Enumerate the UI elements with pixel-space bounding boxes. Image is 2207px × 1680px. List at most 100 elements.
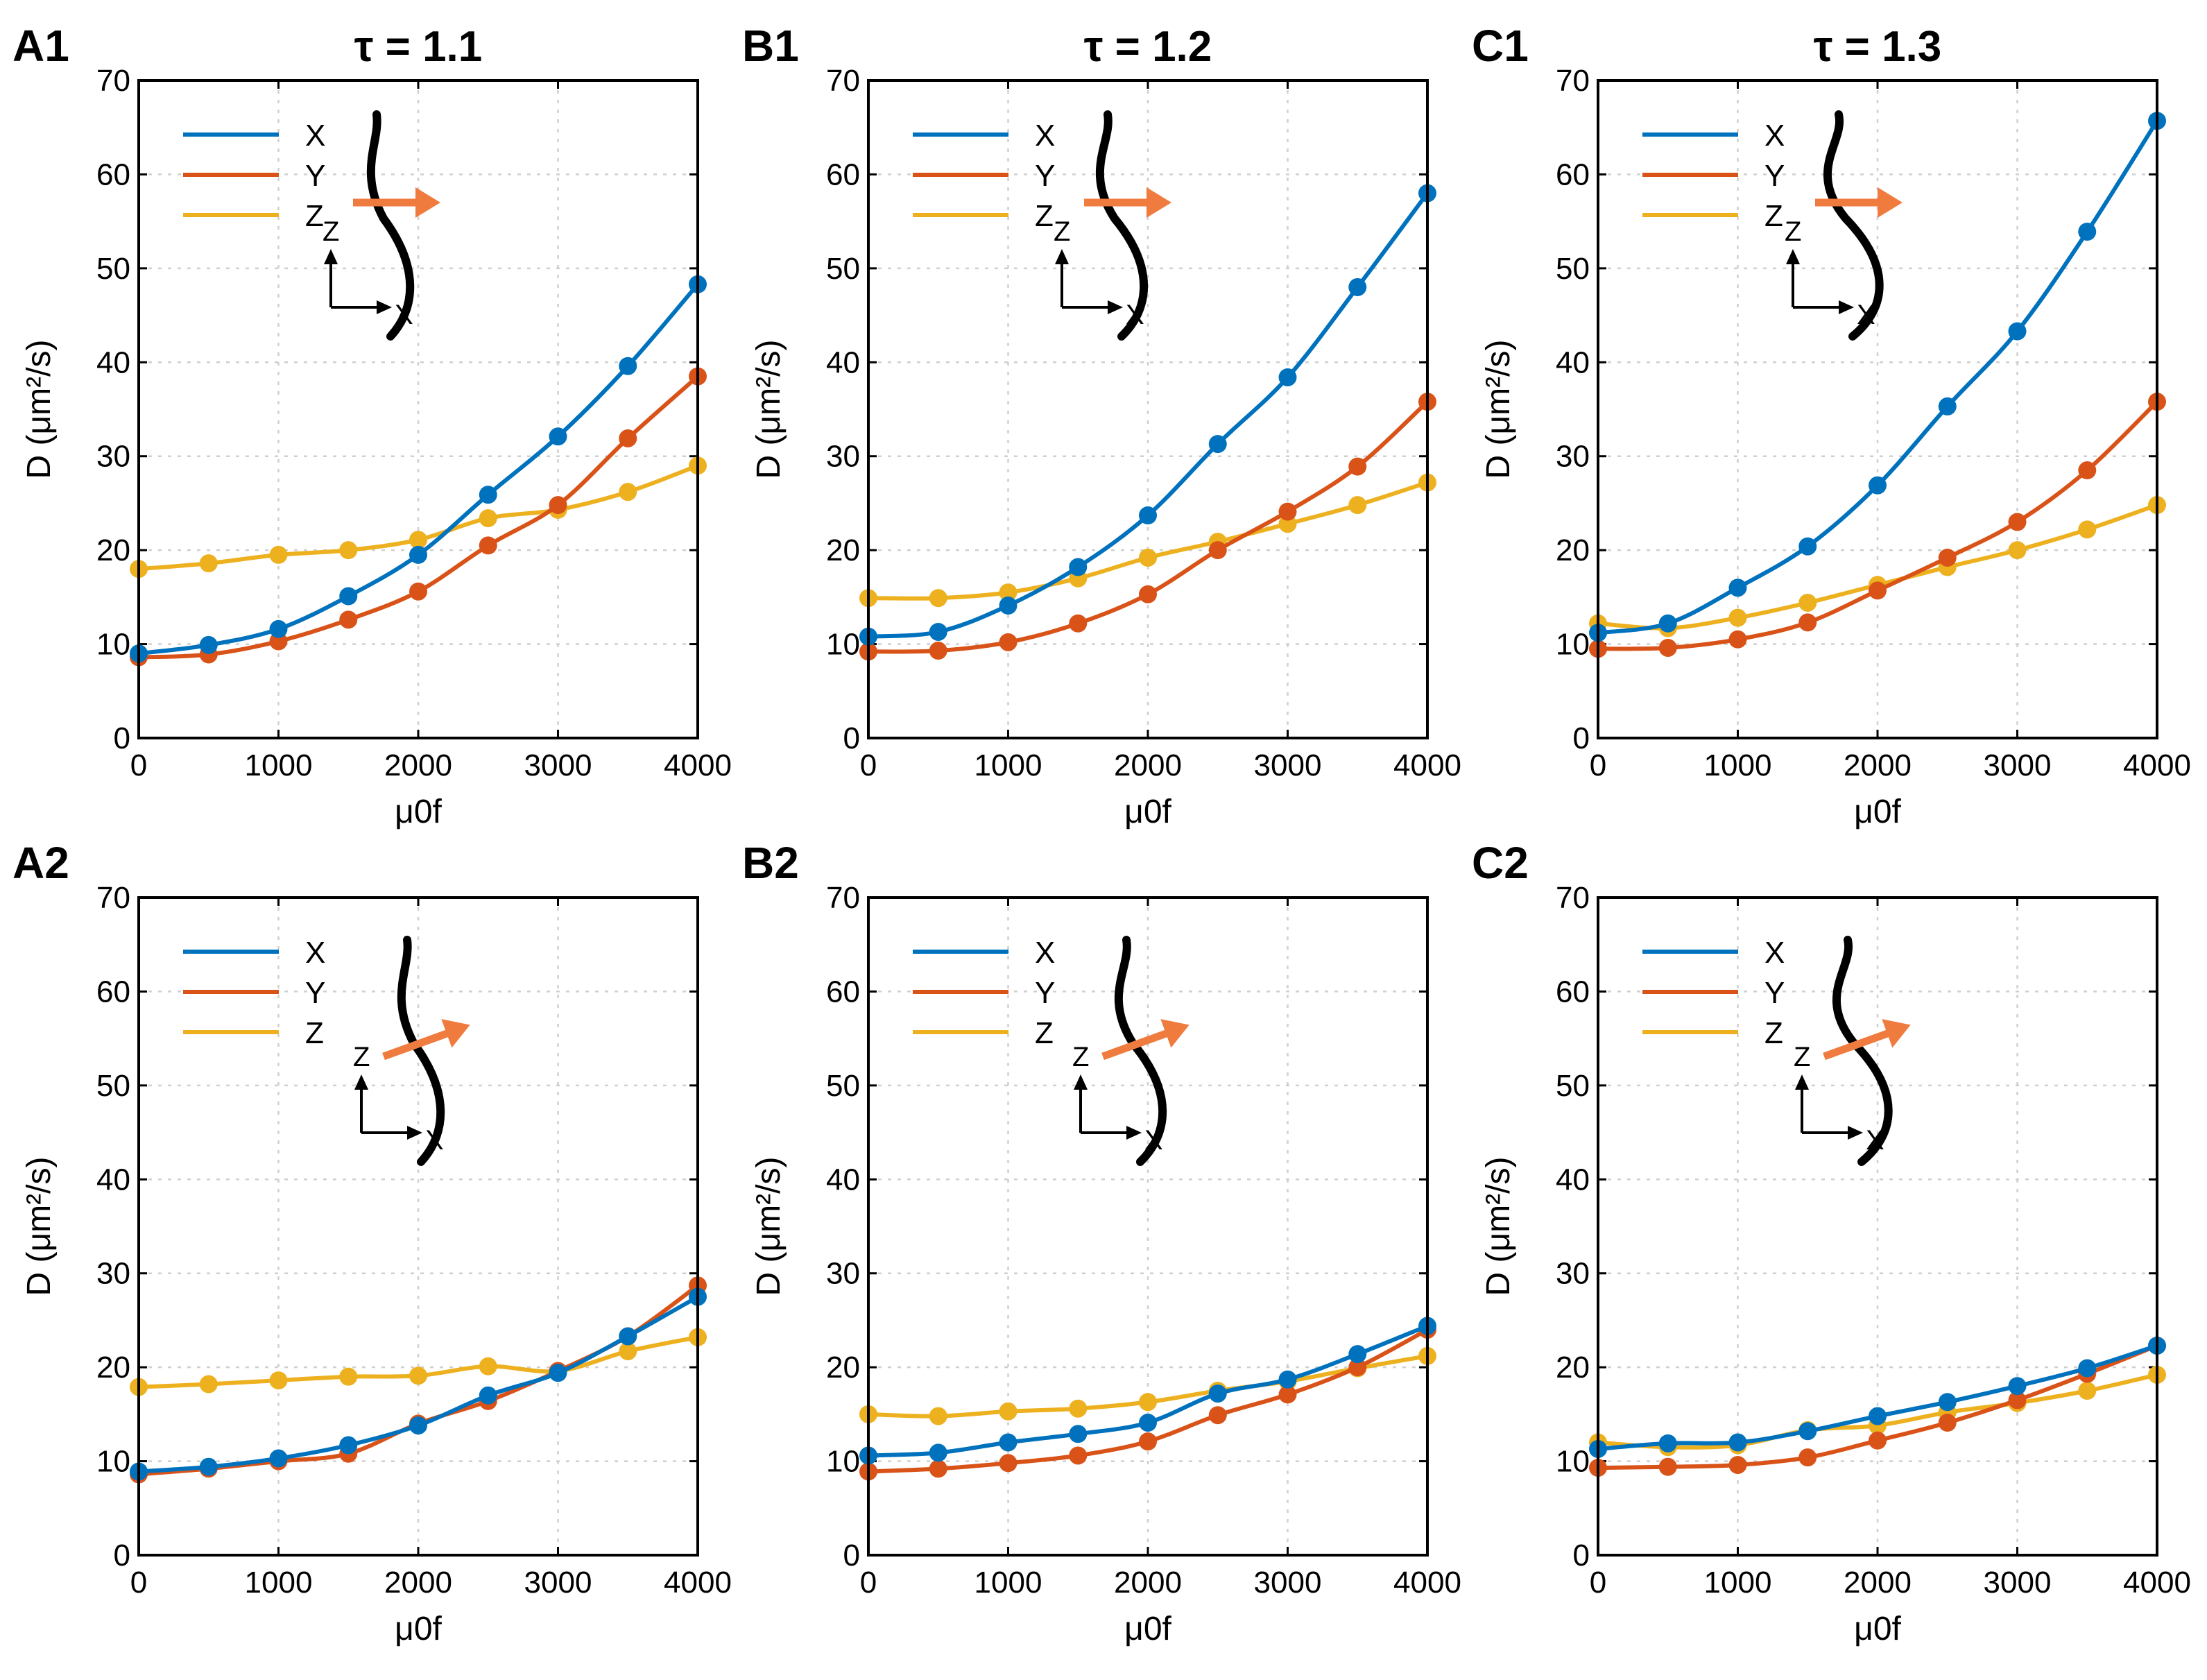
series-line-x bbox=[1597, 119, 2159, 635]
data-point-y bbox=[1348, 457, 1367, 476]
data-point-y bbox=[549, 496, 567, 515]
x-tick-label: 3000 bbox=[1984, 748, 2052, 782]
data-point-z bbox=[619, 483, 637, 502]
legend-label-y: Y bbox=[1764, 159, 1785, 193]
data-point-y bbox=[1938, 1414, 1957, 1432]
x-tick-label: 2000 bbox=[1114, 1566, 1182, 1600]
data-point-x bbox=[549, 427, 567, 446]
x-tick-label: 3000 bbox=[524, 1566, 592, 1600]
y-tick-label: 0 bbox=[114, 1538, 130, 1572]
x-tick-label: 2000 bbox=[1844, 1566, 1912, 1600]
grid bbox=[137, 79, 699, 739]
x-axis-label: μ0f bbox=[395, 1611, 442, 1647]
coord-arrowhead-right bbox=[407, 1126, 422, 1140]
coord-label-up: Z bbox=[1054, 216, 1070, 247]
data-point-x bbox=[409, 545, 427, 564]
data-point-y bbox=[1278, 1385, 1297, 1404]
x-tick-label: 4000 bbox=[664, 748, 732, 782]
data-point-x bbox=[1938, 1393, 1957, 1412]
data-point-x bbox=[269, 1449, 288, 1468]
data-point-x bbox=[339, 1436, 358, 1455]
coord-arrowhead-up bbox=[324, 249, 338, 264]
chart-panel-c2: 0 1000 2000 3000 4000 0 10 20 30 40 50 60 70 μ0f D (μm… bbox=[1472, 838, 2191, 1647]
y-axis-label: D (μm²/s) bbox=[1480, 340, 1517, 479]
y-tick-label: 60 bbox=[96, 157, 130, 191]
y-axis-label: D (μm²/s) bbox=[750, 340, 787, 479]
y-tick-label: 10 bbox=[826, 628, 860, 662]
series-line-y bbox=[868, 400, 1429, 654]
y-tick-label: 20 bbox=[826, 1351, 860, 1385]
data-point-y bbox=[929, 642, 947, 660]
data-point-x bbox=[1658, 614, 1677, 633]
legend-label-x: X bbox=[305, 119, 325, 153]
filament-shape bbox=[366, 110, 415, 341]
y-tick-label: 50 bbox=[1556, 252, 1590, 286]
coord-label-up: Z bbox=[1794, 1042, 1810, 1072]
coord-arrowhead-right bbox=[1108, 300, 1123, 314]
data-point-y bbox=[1869, 1431, 1887, 1450]
inset-diagram: ZX bbox=[1054, 110, 1171, 341]
y-tick-label: 60 bbox=[826, 157, 860, 191]
x-tick-label: 0 bbox=[1590, 1566, 1606, 1600]
data-point-x bbox=[999, 1433, 1017, 1452]
data-point-x bbox=[479, 1386, 497, 1405]
data-point-x bbox=[1798, 1422, 1817, 1441]
chart-panel-a1: 0 1000 2000 3000 4000 0 10 20 30 40 50 60 70 μ0f D (μm… bbox=[12, 21, 732, 830]
y-tick-label: 0 bbox=[843, 1538, 860, 1572]
x-axis-label: μ0f bbox=[1124, 1611, 1171, 1647]
data-point-y bbox=[1139, 1432, 1157, 1451]
series-x bbox=[1589, 1336, 2166, 1458]
x-tick-label: 4000 bbox=[1393, 1566, 1461, 1600]
series-x bbox=[859, 1317, 1436, 1465]
data-point-y bbox=[1658, 638, 1677, 657]
data-point-x bbox=[1139, 506, 1157, 525]
plot-frame bbox=[1597, 896, 2158, 1557]
y-axis-label: D (μm²/s) bbox=[21, 1157, 58, 1296]
data-point-z bbox=[199, 554, 218, 573]
panel-label: B1 bbox=[742, 21, 799, 71]
x-tick-label: 2000 bbox=[1114, 748, 1182, 782]
data-point-y bbox=[2008, 513, 2027, 531]
x-tick-label: 2000 bbox=[384, 748, 452, 782]
motion-arrow-shaft bbox=[382, 1029, 450, 1061]
x-tick-label: 1000 bbox=[245, 1566, 313, 1600]
y-tick-label: 70 bbox=[1556, 64, 1590, 98]
legend-label-y: Y bbox=[1764, 976, 1785, 1010]
data-point-x bbox=[1278, 368, 1297, 386]
data-point-z bbox=[199, 1375, 218, 1394]
data-point-z bbox=[999, 583, 1017, 602]
data-point-x bbox=[1348, 1345, 1367, 1364]
data-point-x bbox=[1208, 435, 1227, 454]
chart-panel-b1: 0 1000 2000 3000 4000 0 10 20 30 40 50 60 70 μ0f D (μm… bbox=[742, 21, 1461, 830]
coord-arrowhead-right bbox=[1126, 1126, 1142, 1140]
y-tick-label: 70 bbox=[96, 881, 130, 915]
x-tick-label: 2000 bbox=[1844, 748, 1912, 782]
data-point-x bbox=[1938, 397, 1957, 415]
data-point-x bbox=[2078, 223, 2097, 241]
legend-label-x: X bbox=[1764, 936, 1785, 970]
data-point-x bbox=[269, 619, 288, 638]
data-point-y bbox=[1938, 548, 1957, 567]
x-tick-label: 0 bbox=[860, 1566, 877, 1600]
series-x bbox=[130, 1287, 707, 1481]
data-point-z bbox=[2008, 541, 2027, 560]
data-point-y bbox=[1208, 1406, 1227, 1425]
data-point-z bbox=[999, 1402, 1017, 1421]
grid bbox=[1597, 79, 2158, 739]
data-point-x bbox=[199, 635, 218, 654]
y-tick-label: 50 bbox=[826, 1069, 860, 1103]
data-point-z bbox=[339, 541, 358, 560]
y-tick-label: 60 bbox=[96, 975, 130, 1009]
x-tick-label: 4000 bbox=[2123, 748, 2191, 782]
coord-label-right: X bbox=[1857, 300, 1875, 330]
data-point-x bbox=[1658, 1434, 1677, 1452]
y-tick-label: 50 bbox=[1556, 1069, 1590, 1103]
data-point-x bbox=[1798, 537, 1817, 556]
inset-diagram: ZX bbox=[1072, 936, 1190, 1166]
data-point-x bbox=[1208, 1385, 1227, 1403]
y-tick-label: 40 bbox=[96, 1163, 130, 1197]
legend: XYZ bbox=[913, 119, 1055, 233]
series-y bbox=[1589, 393, 2166, 658]
y-tick-label: 30 bbox=[826, 1257, 860, 1291]
